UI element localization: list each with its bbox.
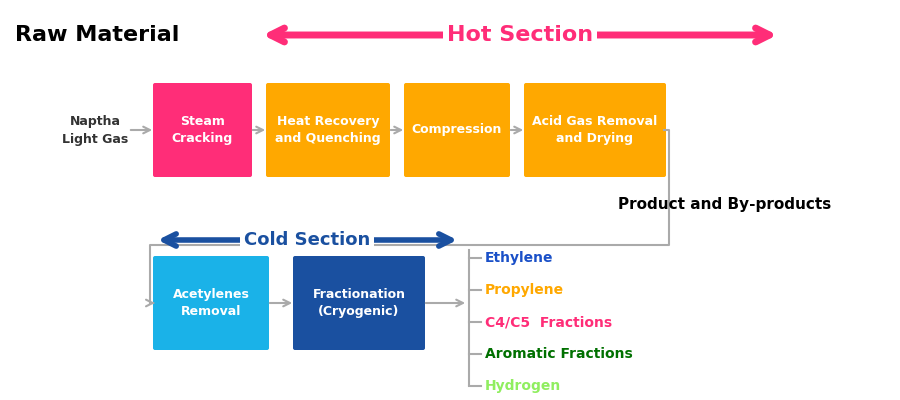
- Text: Fractionation
(Cryogenic): Fractionation (Cryogenic): [312, 288, 406, 318]
- Text: Product and By-products: Product and By-products: [618, 198, 832, 212]
- Text: Aromatic Fractions: Aromatic Fractions: [485, 347, 633, 361]
- Text: Propylene: Propylene: [485, 283, 564, 297]
- Text: Acid Gas Removal
and Drying: Acid Gas Removal and Drying: [533, 115, 658, 145]
- FancyBboxPatch shape: [293, 256, 425, 350]
- Text: Steam
Cracking: Steam Cracking: [172, 115, 233, 145]
- Text: Heat Recovery
and Quenching: Heat Recovery and Quenching: [275, 115, 381, 145]
- FancyBboxPatch shape: [404, 83, 510, 177]
- FancyBboxPatch shape: [524, 83, 666, 177]
- Text: C4/C5  Fractions: C4/C5 Fractions: [485, 315, 612, 329]
- FancyBboxPatch shape: [153, 256, 269, 350]
- Text: Raw Material: Raw Material: [15, 25, 179, 45]
- FancyBboxPatch shape: [153, 83, 252, 177]
- Text: Ethylene: Ethylene: [485, 251, 554, 265]
- Text: Naptha
Light Gas: Naptha Light Gas: [62, 114, 128, 146]
- Text: Hydrogen: Hydrogen: [485, 379, 562, 393]
- Text: Compression: Compression: [412, 124, 502, 136]
- Text: Acetylenes
Removal: Acetylenes Removal: [173, 288, 249, 318]
- Text: Hot Section: Hot Section: [447, 25, 593, 45]
- FancyBboxPatch shape: [266, 83, 390, 177]
- Text: Cold Section: Cold Section: [244, 231, 370, 249]
